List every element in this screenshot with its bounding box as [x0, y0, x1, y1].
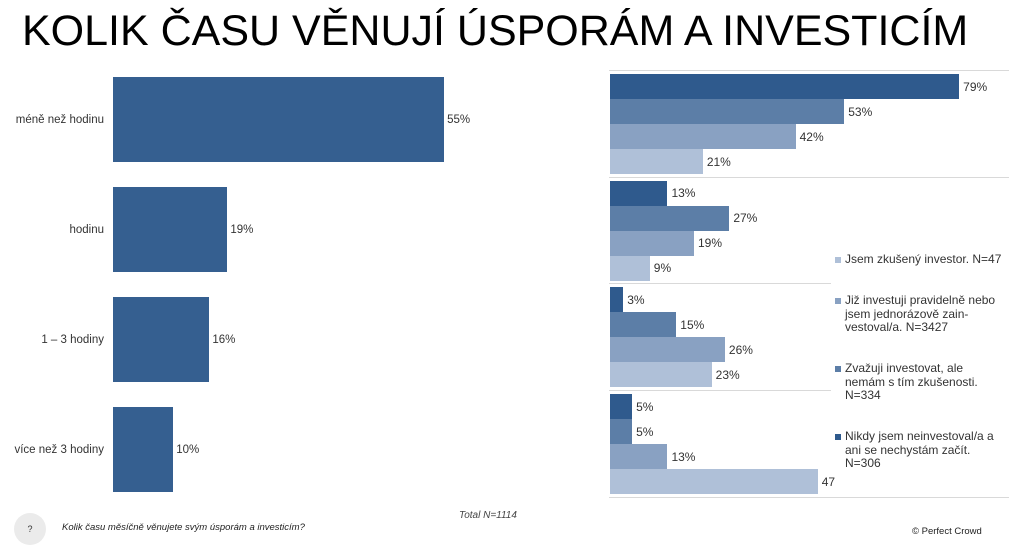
- left-bar: [113, 297, 210, 382]
- right-bar: [610, 124, 796, 149]
- legend-label: Již investuji pravidelně nebo jsem jedno…: [845, 293, 996, 334]
- legend-label: Nikdy jsem neinvestoval/a a ani se nechy…: [845, 429, 994, 470]
- right-bar: [610, 394, 633, 420]
- right-bar: [610, 99, 845, 124]
- question-icon-glyph: ?: [27, 523, 33, 534]
- right-value-label: 79%: [963, 79, 988, 94]
- right-value-label: 26%: [728, 342, 753, 357]
- right-value-label: 19%: [697, 236, 722, 251]
- legend-swatch: [835, 365, 841, 372]
- right-bar: [610, 469, 818, 495]
- legend-swatch: [835, 256, 841, 263]
- left-value-label: 55%: [447, 113, 471, 126]
- group-separator-line: [609, 283, 1009, 284]
- right-value-label: 5%: [636, 424, 654, 439]
- right-bar: [610, 362, 712, 388]
- group-separator-line: [609, 390, 1009, 391]
- right-bar: [610, 312, 677, 338]
- left-value-label: 16%: [212, 333, 236, 346]
- right-value-label: 23%: [715, 367, 740, 382]
- right-value-label: 42%: [799, 129, 824, 144]
- right-bar: [610, 180, 668, 206]
- group-separator-line: [609, 177, 1009, 178]
- right-value-label: 53%: [848, 104, 873, 119]
- legend-swatch: [835, 297, 841, 304]
- copyright-notice: © Perfect Crowd: [912, 526, 982, 537]
- group-separator-line: [609, 497, 1009, 498]
- right-bar: [610, 149, 703, 174]
- left-category-label: více než 3 hodiny: [14, 443, 104, 456]
- right-value-label: 47: [821, 474, 836, 489]
- right-bar: [610, 287, 624, 313]
- legend-item: Již investuji pravidelně nebo jsem jedno…: [835, 293, 1009, 335]
- question-icon: ?: [14, 513, 46, 545]
- left-bar: [113, 77, 445, 162]
- right-value-label: 3%: [627, 292, 645, 307]
- right-value-label: 9%: [653, 261, 672, 276]
- right-value-label: 15%: [680, 317, 705, 332]
- group-separator-line: [609, 70, 1009, 71]
- left-category-label: 1 – 3 hodiny: [41, 333, 104, 346]
- right-bar: [610, 230, 694, 256]
- legend-item: Jsem zkušený investor. N=47: [835, 252, 1009, 267]
- right-value-label: 27%: [733, 211, 758, 226]
- right-bar: [610, 205, 730, 231]
- legend-item: Nikdy jsem neinvestoval/a a ani se nechy…: [835, 429, 1009, 471]
- right-bar: [610, 74, 960, 99]
- left-value-label: 10%: [176, 443, 200, 456]
- total-sample-size: Total N=1114: [459, 510, 517, 521]
- right-value-label: 21%: [706, 154, 731, 169]
- page-title: KOLIK ČASU VĚNUJÍ ÚSPORÁM A INVESTICÍM: [22, 7, 969, 55]
- right-bar: [610, 419, 633, 445]
- right-value-label: 13%: [671, 449, 696, 464]
- legend-label: Jsem zkušený investor. N=47: [845, 252, 1002, 266]
- legend-label: Zvažuji investovat, ale nemám s tím zkuš…: [845, 361, 978, 402]
- right-value-label: 13%: [671, 186, 696, 201]
- right-bar: [610, 255, 650, 281]
- survey-question: Kolik času měsíčně věnujete svým úsporám…: [62, 522, 305, 533]
- legend-swatch: [835, 433, 841, 440]
- left-value-label: 19%: [230, 223, 254, 236]
- right-value-label: 5%: [636, 399, 654, 414]
- right-bar: [610, 444, 668, 470]
- left-category-label: hodinu: [69, 223, 104, 236]
- legend-item: Zvažuji investovat, ale nemám s tím zkuš…: [835, 361, 1009, 403]
- left-bar: [113, 187, 228, 272]
- chart-legend: Jsem zkušený investor. N=47 Již investuji…: [831, 249, 1009, 475]
- left-category-label: méně než hodinu: [15, 113, 104, 126]
- right-bar: [610, 337, 725, 363]
- left-bar: [113, 407, 174, 492]
